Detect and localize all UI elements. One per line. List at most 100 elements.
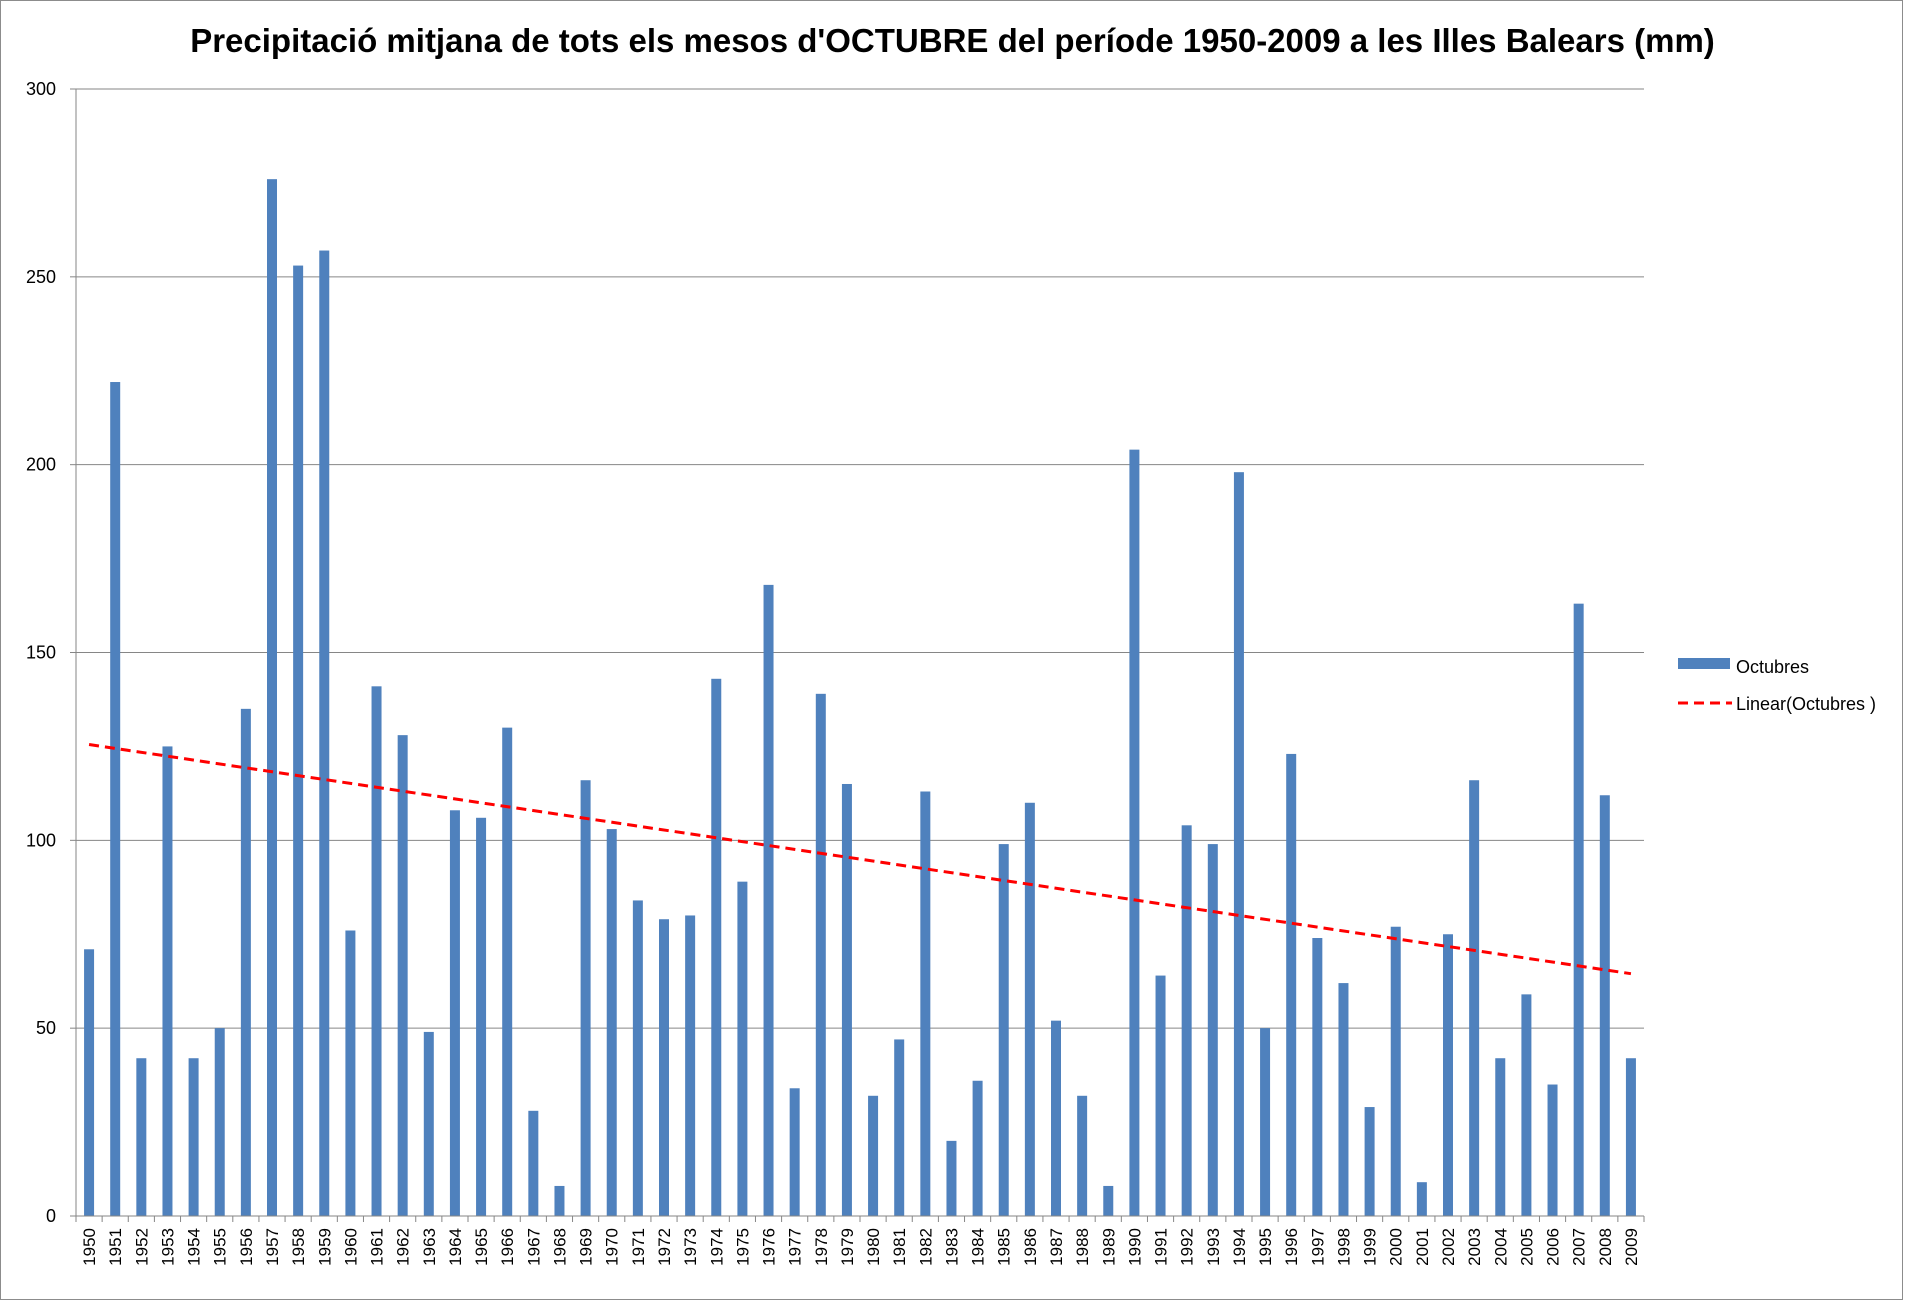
x-tick-label: 1983 bbox=[942, 1228, 961, 1266]
x-tick-label: 1979 bbox=[838, 1228, 857, 1266]
x-tick-label: 1956 bbox=[237, 1228, 256, 1266]
x-tick-label: 1978 bbox=[812, 1228, 831, 1266]
x-tick-label: 2003 bbox=[1465, 1228, 1484, 1266]
bar-1989 bbox=[1103, 1185, 1114, 1216]
x-tick-label: 1965 bbox=[472, 1228, 491, 1266]
x-tick-label: 1976 bbox=[760, 1228, 779, 1266]
x-tick-label: 1951 bbox=[106, 1228, 125, 1266]
bar-1987 bbox=[1051, 1020, 1061, 1216]
x-tick-label: 1990 bbox=[1125, 1228, 1144, 1266]
x-tick-label: 1966 bbox=[498, 1228, 517, 1266]
bar-1994 bbox=[1233, 472, 1244, 1216]
bar-2002 bbox=[1443, 934, 1453, 1216]
x-tick-label: 1987 bbox=[1047, 1228, 1066, 1266]
x-tick-label: 1952 bbox=[132, 1228, 151, 1266]
y-tick-label: 50 bbox=[36, 1018, 56, 1038]
bar-1996 bbox=[1286, 753, 1297, 1216]
bar-2000 bbox=[1390, 926, 1401, 1216]
bar-1995 bbox=[1260, 1028, 1271, 1216]
chart-title: Precipitació mitjana de tots els mesos d… bbox=[190, 22, 1715, 59]
y-tick-label: 200 bbox=[26, 455, 56, 475]
bar-2003 bbox=[1469, 780, 1480, 1216]
x-tick-label: 2000 bbox=[1387, 1228, 1406, 1266]
bar-1950 bbox=[84, 949, 95, 1216]
y-tick-label: 300 bbox=[26, 79, 56, 99]
x-tick-label: 1993 bbox=[1204, 1228, 1223, 1266]
bar-1963 bbox=[423, 1031, 434, 1216]
bar-1955 bbox=[214, 1028, 225, 1216]
bar-1999 bbox=[1364, 1107, 1375, 1216]
x-tick-label: 2007 bbox=[1570, 1228, 1589, 1266]
x-tick-label: 1988 bbox=[1073, 1228, 1092, 1266]
x-tick-label: 1968 bbox=[550, 1228, 569, 1266]
x-tick-label: 2005 bbox=[1517, 1228, 1536, 1266]
bar-1988 bbox=[1077, 1095, 1088, 1216]
bar-1965 bbox=[476, 817, 487, 1216]
x-tick-label: 1969 bbox=[577, 1228, 596, 1266]
bar-1953 bbox=[162, 746, 173, 1216]
bar-2005 bbox=[1521, 994, 1532, 1216]
bar-1984 bbox=[972, 1080, 983, 1216]
bar-1970 bbox=[606, 829, 617, 1216]
bar-1961 bbox=[371, 686, 382, 1216]
x-tick-label: 1997 bbox=[1308, 1228, 1327, 1266]
x-tick-label: 1995 bbox=[1256, 1228, 1275, 1266]
bar-1997 bbox=[1312, 938, 1323, 1216]
x-tick-label: 2001 bbox=[1413, 1228, 1432, 1266]
bar-1972 bbox=[659, 919, 669, 1216]
x-tick-label: 1954 bbox=[185, 1228, 204, 1266]
x-tick-label: 2002 bbox=[1439, 1228, 1458, 1266]
x-tick-label: 1981 bbox=[890, 1228, 909, 1266]
x-tick-label: 1963 bbox=[420, 1228, 439, 1266]
bar-1954 bbox=[188, 1058, 199, 1216]
x-tick-label: 1970 bbox=[603, 1228, 622, 1266]
bar-2004 bbox=[1495, 1058, 1506, 1216]
bar-1951 bbox=[110, 382, 121, 1216]
x-tick-label: 1986 bbox=[1021, 1228, 1040, 1266]
x-tick-label: 1991 bbox=[1152, 1228, 1171, 1266]
bar-2008 bbox=[1599, 795, 1610, 1216]
x-tick-label: 1964 bbox=[446, 1228, 465, 1266]
x-tick-label: 1955 bbox=[211, 1228, 230, 1266]
bar-1980 bbox=[868, 1095, 879, 1216]
trendline-line bbox=[88, 743, 1632, 976]
bar-1974 bbox=[711, 678, 722, 1216]
bar-1952 bbox=[136, 1058, 147, 1216]
bar-1990 bbox=[1129, 449, 1140, 1216]
bar-1998 bbox=[1338, 983, 1349, 1216]
x-tick-label: 1958 bbox=[289, 1228, 308, 1266]
bar-1983 bbox=[946, 1140, 957, 1216]
legend-label-octubres: Octubres bbox=[1736, 657, 1809, 677]
x-tick-label: 1982 bbox=[916, 1228, 935, 1266]
x-tick-label: 1994 bbox=[1230, 1228, 1249, 1266]
bar-1978 bbox=[815, 693, 826, 1216]
bar-1973 bbox=[685, 915, 696, 1216]
bar-1981 bbox=[894, 1039, 905, 1216]
bar-1959 bbox=[319, 250, 330, 1216]
y-tick-label: 250 bbox=[26, 267, 56, 287]
x-tick-label: 1959 bbox=[315, 1228, 334, 1266]
bar-1975 bbox=[737, 881, 748, 1216]
bars bbox=[84, 179, 1636, 1216]
x-tick-label: 2009 bbox=[1622, 1228, 1641, 1266]
bar-1993 bbox=[1207, 844, 1218, 1216]
bar-1968 bbox=[554, 1185, 565, 1216]
x-tick-label: 1953 bbox=[158, 1228, 177, 1266]
trendline bbox=[88, 743, 1632, 976]
bar-1969 bbox=[580, 780, 591, 1216]
x-tick-label: 2008 bbox=[1596, 1228, 1615, 1266]
legend-label-trendline: Linear(Octubres ) bbox=[1736, 694, 1876, 714]
x-tick-label: 1950 bbox=[80, 1228, 99, 1266]
x-tick-label: 1985 bbox=[995, 1228, 1014, 1266]
bar-1956 bbox=[240, 708, 251, 1216]
x-tick-label: 1980 bbox=[864, 1228, 883, 1266]
x-tick-label: 1977 bbox=[786, 1228, 805, 1266]
bar-1960 bbox=[345, 930, 356, 1216]
x-tick-label: 1960 bbox=[341, 1228, 360, 1266]
bar-2009 bbox=[1625, 1058, 1636, 1216]
bar-1962 bbox=[397, 735, 408, 1216]
bar-2007 bbox=[1573, 603, 1584, 1216]
bar-1971 bbox=[632, 900, 643, 1216]
axes: 0 50 100 150 200 250 300 1950 1951 1952 1953 1954 19… bbox=[26, 79, 1645, 1266]
